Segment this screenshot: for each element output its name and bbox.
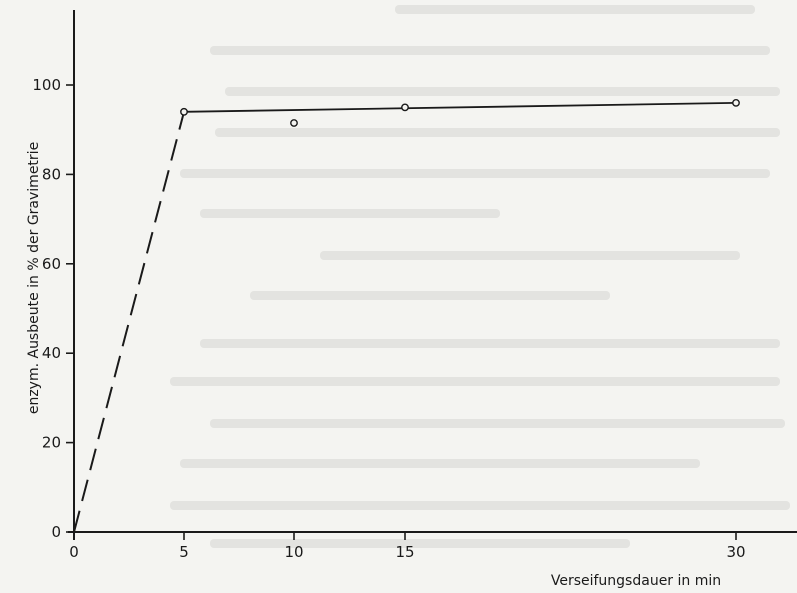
data-points — [180, 98, 740, 127]
y-tick-label: 100 — [32, 76, 61, 94]
x-tick-label: 5 — [179, 543, 189, 561]
y-tick-label: 0 — [51, 523, 61, 541]
solid-trend-line — [183, 101, 737, 113]
background-text-row — [180, 459, 700, 468]
background-text-row — [170, 501, 790, 510]
background-text-row — [320, 251, 740, 260]
x-tick-label: 10 — [284, 543, 303, 561]
dashed-extrapolation-line — [73, 111, 185, 533]
chart-axes — [68, 10, 797, 540]
x-axis-title: Verseifungsdauer in min — [551, 573, 721, 589]
data-point — [180, 107, 188, 116]
y-tick-label: 80 — [42, 165, 61, 183]
background-text-row — [250, 291, 610, 300]
x-tick-label: 0 — [69, 543, 79, 561]
data-point — [401, 103, 409, 112]
background-text-row — [170, 377, 780, 386]
background-text-row — [210, 419, 785, 428]
data-point — [290, 119, 298, 127]
background-text-row — [210, 46, 770, 55]
data-point — [732, 98, 740, 107]
background-text-row — [210, 539, 630, 548]
x-ticks: 0 5 10 15 30 — [69, 532, 746, 561]
background-text-row — [180, 169, 770, 178]
x-tick-label: 15 — [395, 543, 414, 561]
y-tick-label: 20 — [42, 434, 61, 452]
y-ticks: 0 20 40 60 80 100 — [32, 76, 74, 541]
background-text-row — [200, 209, 500, 218]
y-axis-title: enzym. Ausbeute in % der Gravimetrie — [26, 142, 42, 414]
background-page-text — [170, 5, 790, 548]
x-tick-label: 30 — [726, 543, 745, 561]
background-text-row — [200, 339, 780, 348]
y-tick-label: 60 — [42, 255, 61, 273]
background-text-row — [395, 5, 755, 14]
background-text-row — [215, 128, 780, 137]
y-tick-label: 40 — [42, 344, 61, 362]
data-lines — [73, 101, 737, 533]
background-text-row — [225, 87, 780, 96]
